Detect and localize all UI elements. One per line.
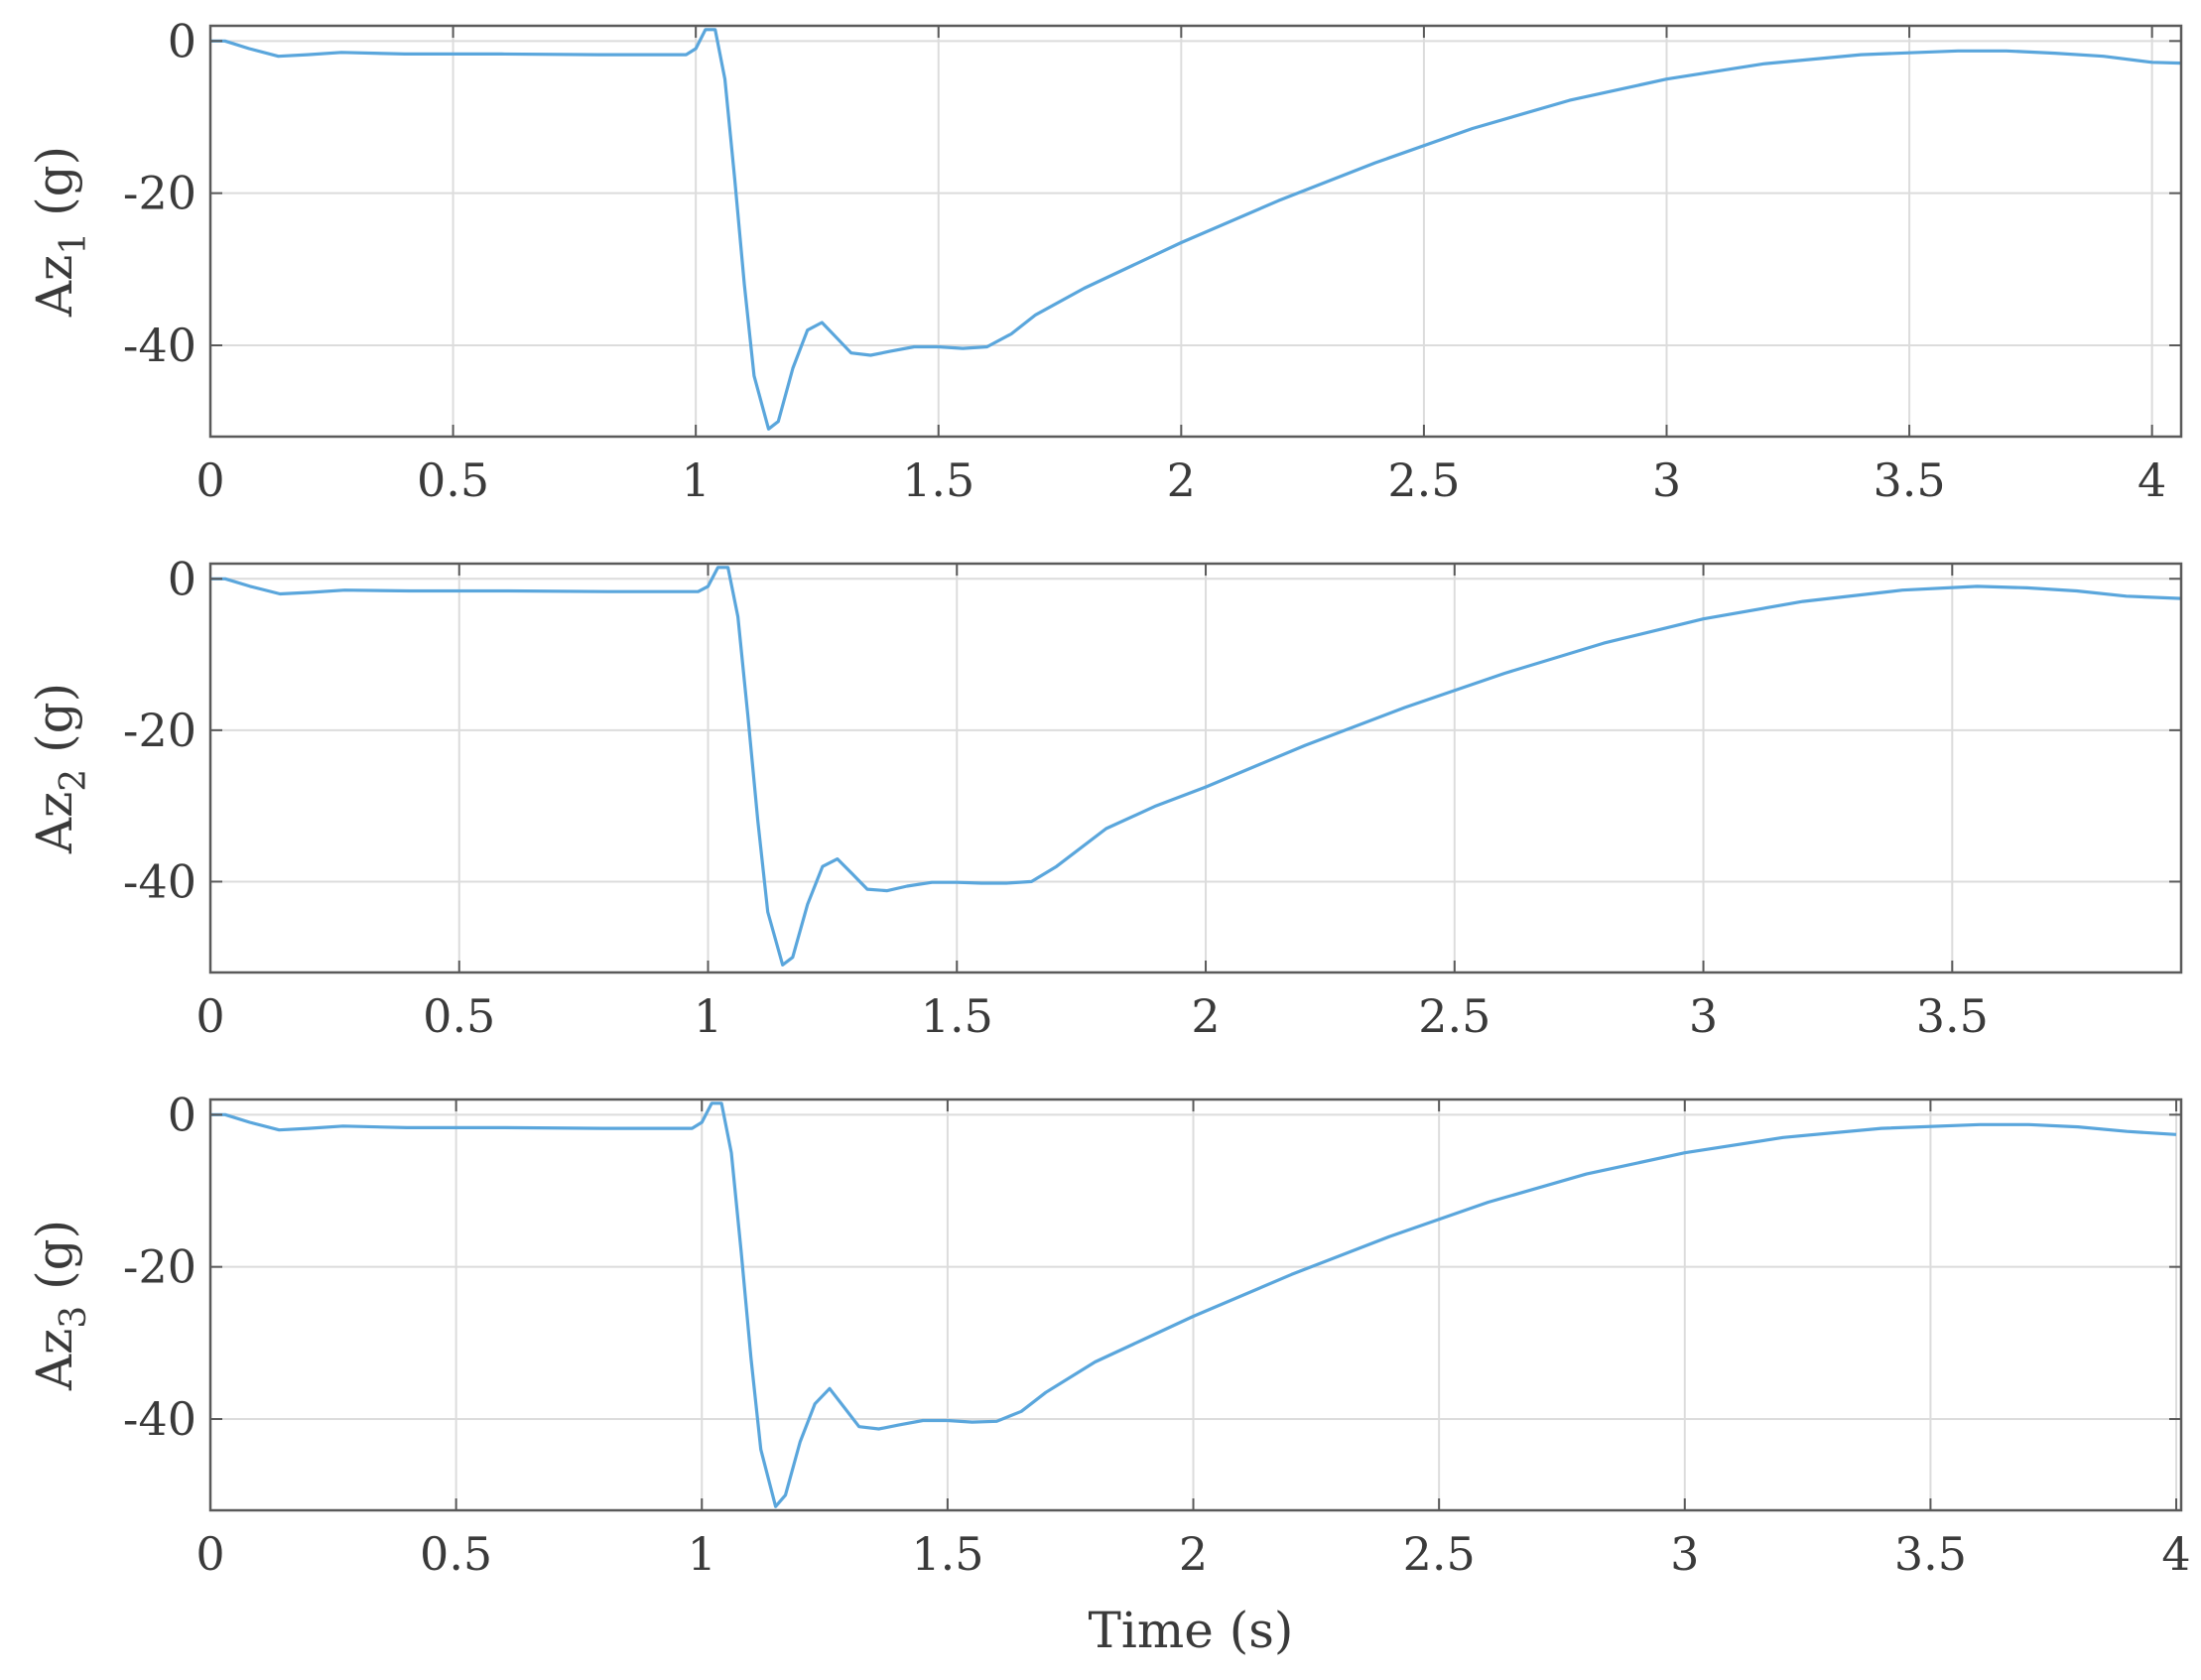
x-tick-label: 2 [1179, 1527, 1208, 1581]
x-tick-label: 2.5 [1387, 453, 1460, 507]
x-tick-label: 3.5 [1916, 989, 1989, 1043]
y-tick-label: -20 [123, 1240, 196, 1294]
axes-frame-1 [208, 24, 2183, 439]
y-tick-label: 0 [168, 1088, 196, 1141]
x-axis-title: Time (s) [1089, 1602, 1294, 1659]
x-tick-label: 1.5 [911, 1527, 983, 1581]
y-axis-label-unit: (g) [26, 1220, 83, 1306]
y-axis-label-base: Az [26, 255, 83, 318]
y-axis-label-2: Az2 (g) [26, 683, 94, 854]
x-tick-label: 1 [694, 989, 722, 1043]
x-tick-label: 3.5 [1894, 1527, 1967, 1581]
series-line-3 [210, 1101, 2177, 1508]
x-tick-label: 0.5 [423, 989, 495, 1043]
y-tick-label: -40 [123, 854, 196, 908]
axes-frame-2 [208, 562, 2183, 974]
y-tick-label: -20 [123, 704, 196, 757]
x-tick-label: 3 [1689, 989, 1718, 1043]
x-tick-label: 3 [1652, 453, 1681, 507]
y-tick-label: 0 [168, 14, 196, 67]
y-axis-label-unit: (g) [26, 146, 83, 232]
y-tick-label: -40 [123, 319, 196, 372]
x-tick-label: 0 [195, 989, 224, 1043]
x-tick-label: 1.5 [902, 453, 974, 507]
x-tick-label: 4 [2161, 1527, 2190, 1581]
y-tick-label: -40 [123, 1392, 196, 1446]
y-axis-label-unit: (g) [26, 683, 83, 769]
y-axis-label-1: Az1 (g) [26, 146, 94, 318]
y-tick-label: 0 [168, 552, 196, 605]
y-axis-label-subscript: 2 [54, 769, 94, 792]
y-axis-label-base: Az [26, 1329, 83, 1391]
x-tick-label: 0 [195, 1527, 224, 1581]
x-tick-label: 0.5 [417, 453, 489, 507]
x-tick-label: 2 [1167, 453, 1196, 507]
axes-frame-3 [208, 1098, 2183, 1512]
x-tick-label: 1 [688, 1527, 716, 1581]
series-line-2 [210, 566, 2181, 968]
y-axis-label-base: Az [26, 792, 83, 854]
x-tick-label: 2.5 [1403, 1527, 1476, 1581]
x-tick-label: 3 [1670, 1527, 1699, 1581]
y-axis-label-subscript: 1 [54, 232, 94, 255]
x-tick-label: 2 [1191, 989, 1220, 1043]
x-tick-label: 1.5 [921, 989, 993, 1043]
y-axis-label-3: Az3 (g) [26, 1220, 94, 1391]
x-tick-label: 2.5 [1418, 989, 1490, 1043]
x-tick-label: 0.5 [420, 1527, 492, 1581]
y-tick-label: -20 [123, 167, 196, 220]
x-tick-label: 0 [195, 453, 224, 507]
series-line-1 [210, 28, 2181, 431]
y-axis-label-subscript: 3 [54, 1306, 94, 1329]
x-tick-label: 3.5 [1873, 453, 1945, 507]
x-tick-label: 1 [682, 453, 711, 507]
x-tick-label: 4 [2137, 453, 2166, 507]
